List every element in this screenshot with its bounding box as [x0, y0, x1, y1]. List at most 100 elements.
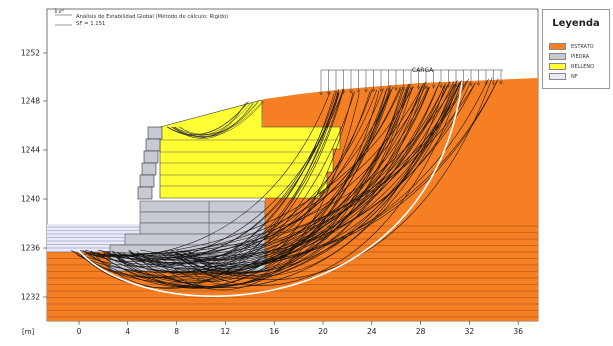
- upper-stepped-wall: [137, 126, 163, 200]
- legend-swatch: [549, 43, 566, 50]
- slip-arc: [112, 84, 391, 283]
- load-arrowhead: [349, 90, 353, 94]
- slip-arc: [128, 89, 411, 275]
- load-arrowhead: [364, 89, 368, 93]
- x-tick-label: 12: [221, 327, 231, 336]
- legend: Leyenda ESTRATO PIEDRA RELLENO NF: [542, 9, 610, 89]
- legend-item: NF: [549, 72, 578, 81]
- legend-title: Leyenda: [552, 18, 600, 29]
- wall-block: [147, 126, 163, 140]
- load-arrowhead: [409, 86, 413, 91]
- x-tick-label: 0: [77, 327, 82, 336]
- slip-arc: [80, 88, 384, 278]
- load-arrowhead: [476, 82, 481, 87]
- x-axis: 0 4 8 12 16 20 24 28 32 36: [77, 321, 523, 336]
- legend-swatch: [549, 53, 566, 60]
- legend-label: NF: [571, 73, 578, 80]
- stone-block: [124, 233, 266, 246]
- slip-arc: [174, 102, 262, 136]
- wall-block: [139, 174, 155, 188]
- y-tick-label: 1252: [21, 49, 40, 58]
- critical-slip-surface: [77, 81, 463, 297]
- load-arrowhead: [446, 84, 451, 88]
- wall-block: [145, 138, 161, 152]
- slip-arc: [112, 90, 387, 288]
- load-arrowhead: [371, 88, 376, 93]
- analysis-title: Análisis de Estabilidad Global (Método d…: [76, 13, 228, 20]
- slip-arc: [85, 81, 457, 289]
- load-arrowhead: [491, 81, 496, 86]
- slip-surface-arcs: [70, 77, 499, 291]
- x-tick-label: 28: [416, 327, 426, 336]
- load-arrowhead: [341, 90, 346, 95]
- stone-block: [139, 211, 266, 224]
- y-tick-label: 1236: [21, 244, 40, 253]
- slip-arc: [70, 86, 394, 267]
- load-arrowhead: [499, 81, 503, 85]
- legend-label: RELLENO: [571, 63, 595, 70]
- load-arrowhead: [356, 89, 361, 94]
- slip-arc: [155, 78, 499, 264]
- load-arrowhead: [461, 83, 466, 88]
- slip-arc: [176, 89, 391, 260]
- slip-arc: [140, 83, 446, 255]
- slip-arc: [166, 103, 251, 137]
- legend-item: RELLENO: [549, 62, 594, 71]
- slip-arc: [173, 102, 246, 139]
- slip-arc: [133, 88, 405, 287]
- y-tick-label: 1248: [21, 97, 40, 106]
- load-arrowhead: [469, 82, 473, 87]
- slip-arc: [171, 101, 259, 137]
- header-icon: ℹ̇ ƨ ͫ: [54, 8, 64, 15]
- load-arrowhead: [431, 85, 436, 89]
- x-tick-label: 4: [125, 327, 130, 336]
- slip-arc: [80, 92, 339, 278]
- slip-arc: [72, 82, 425, 284]
- slip-arc: [85, 80, 458, 256]
- wall-block: [143, 150, 159, 164]
- wall-block: [141, 162, 157, 176]
- load-arrowhead: [386, 87, 391, 92]
- slip-arc: [124, 83, 460, 288]
- y-tick-label: 1232: [21, 293, 40, 302]
- load-arrowhead: [416, 86, 421, 90]
- x-tick-label: 24: [367, 327, 377, 336]
- slip-arc: [97, 81, 441, 288]
- load-label: CARGA: [412, 67, 434, 74]
- legend-item: ESTRATO: [549, 42, 594, 51]
- slip-arc: [159, 85, 423, 275]
- x-tick-label: 8: [174, 327, 179, 336]
- slip-arc: [171, 81, 462, 286]
- load-arrowhead: [401, 86, 406, 91]
- legend-label: PIEDRA: [571, 53, 590, 60]
- slip-arc: [164, 83, 455, 273]
- fill-geogrid-lines: [160, 139, 338, 187]
- slip-arc: [136, 86, 430, 267]
- slip-arc: [80, 91, 356, 289]
- slip-arc: [188, 85, 446, 277]
- analysis-header: ℹ̇ ƨ ͫ Análisis de Estabilidad Global (M…: [54, 8, 228, 27]
- load-arrowhead: [326, 91, 331, 96]
- load-arrowhead: [484, 81, 488, 86]
- legend-item: PIEDRA: [549, 52, 589, 61]
- load-arrowhead: [334, 90, 338, 95]
- load-arrowhead: [394, 87, 398, 92]
- safety-factor: SF = 1.151: [76, 21, 105, 27]
- slip-arc: [170, 101, 264, 138]
- slip-arc: [107, 86, 438, 275]
- load-arrowhead: [379, 88, 383, 92]
- x-tick-label: 32: [465, 327, 475, 336]
- y-axis: 1232 1236 1240 1244 1248 1252: [21, 49, 47, 302]
- surcharge-load-arrows: [319, 69, 503, 96]
- legend-swatch: [549, 73, 566, 80]
- legend-label: ESTRATO: [571, 43, 594, 50]
- load-arrowhead: [454, 83, 458, 88]
- load-arrowhead: [439, 84, 443, 89]
- slip-arc: [180, 102, 247, 138]
- x-tick-label: 20: [318, 327, 328, 336]
- load-arrowhead: [424, 85, 428, 90]
- x-tick-label: 16: [269, 327, 279, 336]
- unit-label: [m]: [22, 328, 35, 336]
- slip-arc: [98, 85, 448, 273]
